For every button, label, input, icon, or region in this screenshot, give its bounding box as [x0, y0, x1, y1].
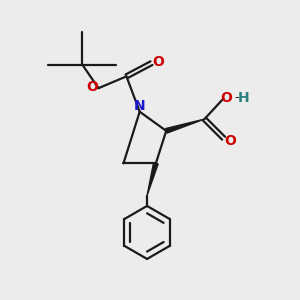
- Polygon shape: [166, 119, 205, 133]
- Text: O: O: [152, 55, 164, 69]
- Text: N: N: [134, 99, 146, 113]
- Text: O: O: [86, 80, 98, 94]
- Text: O: O: [220, 91, 232, 105]
- Text: H: H: [238, 91, 249, 105]
- Text: O: O: [224, 134, 236, 148]
- Text: -: -: [235, 91, 239, 104]
- Polygon shape: [147, 163, 158, 196]
